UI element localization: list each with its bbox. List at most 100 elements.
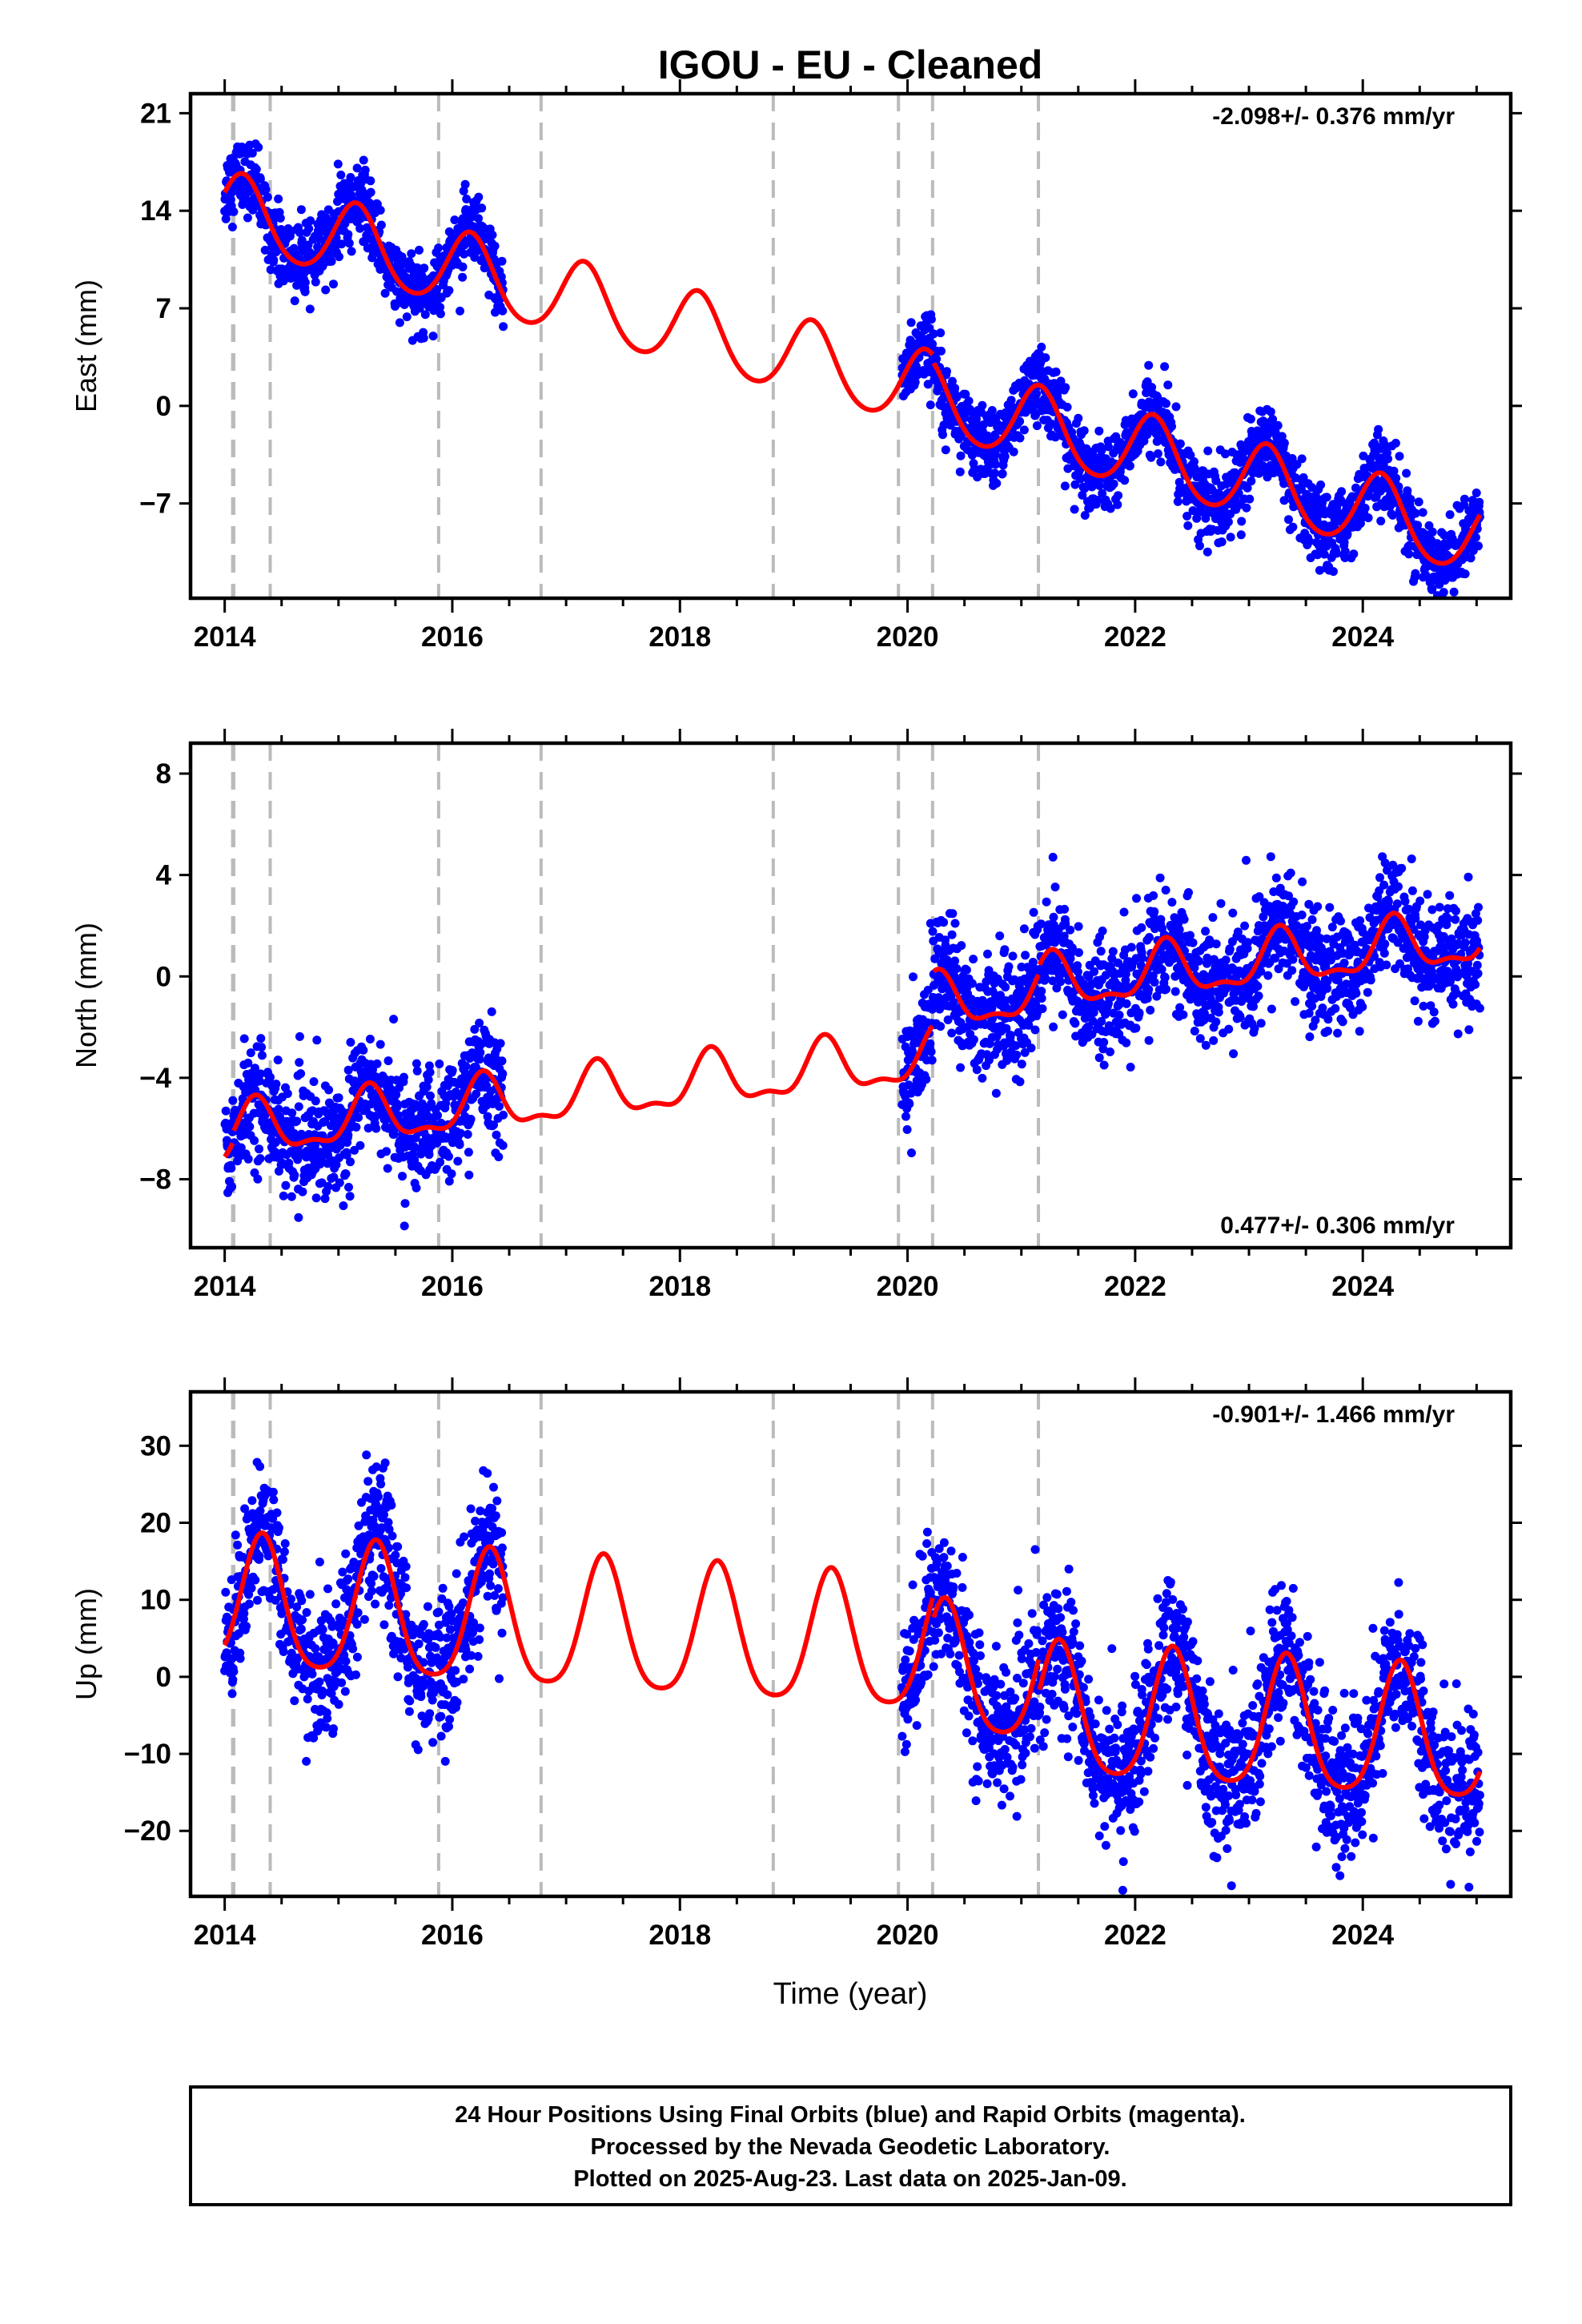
east-point — [1221, 449, 1230, 459]
east-point — [1167, 422, 1176, 431]
east-point — [1421, 571, 1431, 580]
east-point — [400, 300, 409, 309]
east-point — [490, 241, 500, 251]
east-point — [970, 464, 979, 474]
east-point — [1223, 517, 1233, 527]
north-point — [1435, 903, 1444, 912]
north-point — [1256, 967, 1266, 976]
north-point — [1323, 983, 1332, 993]
north-point — [1271, 873, 1281, 883]
north-point — [412, 1183, 421, 1192]
north-point — [1427, 967, 1436, 976]
north-point — [1225, 944, 1235, 954]
north-point — [1194, 956, 1203, 966]
east-point — [375, 206, 385, 215]
north-point — [1198, 994, 1207, 1003]
north-point — [1375, 873, 1384, 883]
north-point — [1325, 947, 1335, 956]
east-point — [1094, 426, 1104, 436]
north-point — [1211, 1017, 1221, 1027]
east-point — [1391, 473, 1401, 483]
east-point — [295, 227, 304, 237]
north-point — [1174, 925, 1184, 935]
east-point — [456, 306, 464, 316]
north-point — [1383, 897, 1393, 907]
north-point — [498, 1140, 508, 1150]
east-point — [992, 479, 1002, 488]
north-point — [221, 1106, 231, 1116]
east-point — [1195, 541, 1204, 551]
east-point — [1006, 396, 1016, 405]
east-plot-area — [220, 94, 1484, 598]
north-point — [1452, 964, 1461, 974]
north-point — [1190, 1027, 1199, 1035]
north-point — [995, 931, 1005, 941]
east-point — [1120, 476, 1130, 485]
north-point — [1026, 1043, 1036, 1053]
north-point — [1263, 971, 1273, 980]
north-point — [1380, 939, 1390, 949]
east-ytick-label: 0 — [156, 391, 171, 422]
north-point — [943, 1015, 953, 1024]
north-point — [1201, 927, 1211, 936]
north-point — [1351, 988, 1361, 998]
north-point — [344, 1183, 353, 1192]
east-point — [1093, 496, 1102, 505]
east-point — [346, 173, 355, 182]
east-point — [1190, 463, 1199, 472]
north-model-line — [223, 911, 1483, 1159]
north-point — [483, 1112, 492, 1121]
north-point — [991, 1088, 1001, 1098]
north-point — [1443, 914, 1453, 923]
north-point — [375, 1039, 385, 1049]
east-point — [1097, 445, 1106, 455]
north-point — [1249, 1002, 1258, 1011]
east-ytick-label: 14 — [140, 195, 171, 227]
east-point — [474, 192, 484, 202]
north-point — [1429, 1007, 1439, 1017]
east-point — [306, 216, 315, 226]
north-point — [271, 1080, 281, 1089]
east-point — [1268, 415, 1278, 424]
north-point — [1452, 907, 1460, 915]
north-point — [239, 1034, 249, 1043]
north-point — [436, 1119, 446, 1128]
north-point — [463, 1130, 472, 1139]
east-point — [1186, 450, 1195, 460]
north-point — [227, 1164, 236, 1173]
north-ytick-label: 8 — [156, 758, 171, 790]
north-point — [317, 1151, 327, 1160]
north-point — [1211, 939, 1221, 949]
north-point — [1074, 922, 1083, 931]
east-point — [987, 406, 997, 415]
north-point — [1448, 999, 1458, 1009]
north-point — [1323, 1015, 1333, 1024]
east-point — [261, 185, 271, 194]
north-point — [1475, 1003, 1484, 1013]
east-point — [952, 392, 962, 402]
east-point — [1297, 454, 1307, 464]
east-point — [499, 322, 508, 332]
north-point — [1474, 903, 1483, 912]
north-point — [1275, 883, 1285, 893]
north-point — [1452, 988, 1461, 998]
north-point — [1036, 919, 1046, 929]
east-point — [1279, 496, 1289, 505]
north-point — [1012, 1050, 1022, 1059]
east-point — [956, 451, 966, 460]
north-point — [346, 1157, 355, 1167]
north-point — [497, 1056, 507, 1066]
east-point — [1466, 553, 1476, 563]
north-point — [281, 1180, 291, 1190]
north-point — [311, 1193, 321, 1203]
north-point — [1305, 1032, 1315, 1042]
east-point — [1000, 452, 1010, 461]
north-point — [1355, 916, 1365, 926]
east-point — [474, 214, 483, 223]
east-point — [355, 223, 365, 233]
north-point — [1144, 1035, 1154, 1045]
east-point — [972, 420, 982, 429]
east-point — [1331, 549, 1341, 558]
north-point — [972, 1065, 982, 1075]
